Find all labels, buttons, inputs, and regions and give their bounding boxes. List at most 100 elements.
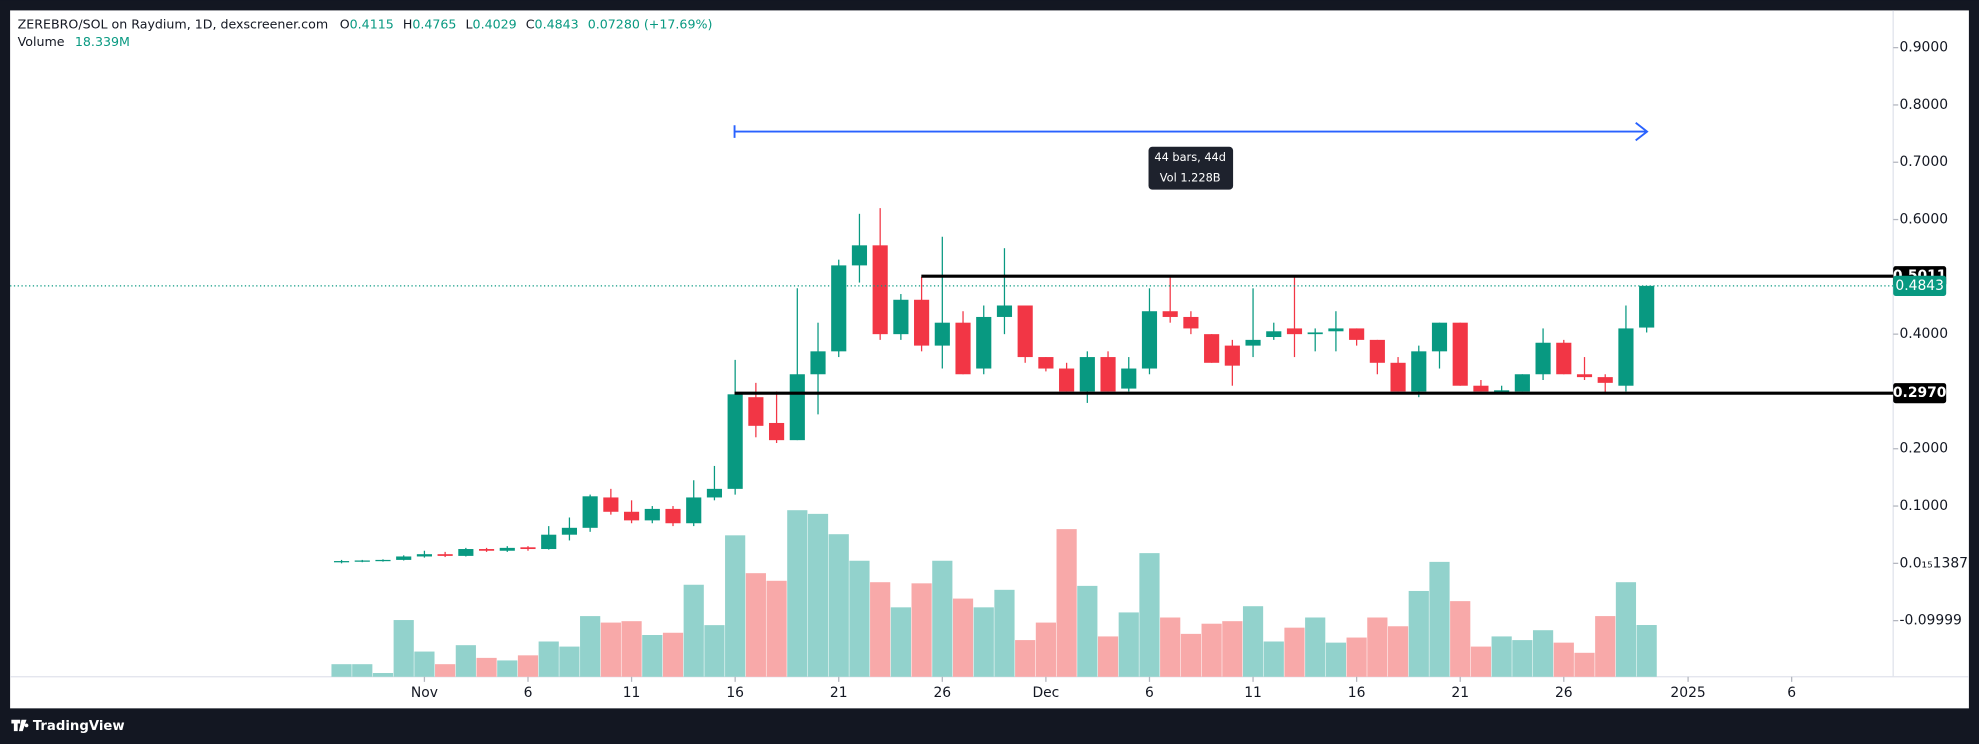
y-tick-label: 0.9000: [1899, 40, 1948, 56]
x-tick-label: 6: [524, 685, 533, 701]
x-tick-label: Dec: [1032, 685, 1059, 701]
candle-body: [624, 511, 640, 521]
volume-bar: [911, 583, 932, 677]
candle-body: [727, 394, 743, 489]
measure-tool: 44 bars, 44d Vol 1.228B: [733, 121, 1649, 190]
volume-bar: [476, 657, 497, 677]
volume-bar: [1056, 529, 1077, 677]
volume-bar: [973, 607, 994, 677]
volume-bar: [1553, 642, 1574, 677]
candle-body: [706, 488, 723, 498]
candle-body: [1369, 339, 1385, 363]
y-tick-label: 0.1000: [1899, 498, 1948, 514]
candle-body: [582, 496, 598, 528]
volume-bar: [952, 598, 974, 677]
candle-body: [810, 351, 826, 375]
volume-bar: [828, 534, 849, 677]
candle-body: [976, 316, 992, 369]
volume-bar: [1160, 617, 1181, 677]
candle-body: [1307, 332, 1323, 335]
candle-body: [872, 245, 888, 335]
candle-body: [541, 534, 557, 550]
candle-body: [789, 374, 805, 441]
candle-body: [665, 508, 681, 524]
candle-body: [1100, 357, 1116, 392]
x-tick-label: 6: [1787, 685, 1796, 701]
legend-row: ZEREBRO/SOL on Raydium, 1D, dexscreener.…: [18, 16, 713, 31]
candle-body: [955, 322, 971, 375]
volume-bar: [642, 635, 663, 677]
candle-body: [748, 397, 764, 426]
candle-body: [1183, 316, 1199, 329]
candle-body: [1017, 305, 1033, 358]
candle-body: [851, 245, 868, 266]
volume-title: Volume: [18, 33, 65, 48]
candle-body: [1059, 368, 1075, 392]
x-tick-label: 21: [1451, 685, 1469, 701]
measure-box: [1148, 146, 1234, 190]
level-label-box: [1893, 383, 1947, 404]
candle-body: [375, 559, 391, 562]
x-tick-label: 16: [726, 685, 744, 701]
volume-bar: [849, 560, 870, 677]
candle-body: [1079, 357, 1095, 392]
candle-body: [1224, 345, 1240, 366]
volume-bar: [1470, 646, 1492, 677]
volume-bar: [662, 632, 684, 677]
measure-arrowhead: [1635, 121, 1649, 142]
volume-bar: [932, 560, 953, 677]
candle-body: [416, 554, 432, 557]
candle-body: [1141, 311, 1158, 369]
volume-bar: [725, 535, 746, 677]
volume-bar: [1201, 623, 1222, 677]
candle-body: [1266, 331, 1282, 338]
candle-body: [437, 554, 453, 556]
x-tick-label: 11: [1244, 685, 1262, 701]
x-tick-label: 6: [1145, 685, 1154, 701]
ohlc-key: O: [340, 16, 350, 31]
candle-body: [561, 527, 578, 535]
candle-body: [1328, 328, 1344, 332]
y-tick-label: -0.09999: [1899, 613, 1961, 629]
volume-bar: [745, 573, 766, 677]
y-tick-label: 0.6000: [1899, 212, 1948, 228]
ohlc-value: 0.4029: [473, 16, 517, 31]
volume-bar: [1077, 585, 1098, 677]
volume-bar: [455, 645, 476, 677]
x-tick-label: 21: [830, 685, 848, 701]
candle-body: [478, 549, 495, 551]
candle-body: [1349, 328, 1365, 340]
x-tick-label: 2025: [1670, 685, 1705, 701]
volume-bar: [1595, 616, 1616, 677]
volume-bar: [1035, 622, 1056, 677]
volume-bar: [435, 664, 456, 677]
y-tick-label: 0.0₁₅1387: [1899, 555, 1968, 571]
volume-legend: Volume 18.339M: [18, 33, 130, 48]
volume-bar: [1450, 601, 1471, 677]
measure-text: 44 bars, 44d: [1154, 150, 1226, 164]
y-tick-label: 0.4000: [1899, 326, 1948, 342]
candle-body: [1286, 328, 1303, 335]
volume-bar: [538, 641, 559, 677]
ohlc-value: 0.4115: [350, 16, 394, 31]
last-price-label: 0.4843: [1895, 278, 1944, 294]
candle-body: [644, 508, 660, 521]
volume-bar: [1491, 636, 1512, 677]
volume-bar: [352, 664, 373, 677]
volume-bar: [1097, 636, 1119, 677]
candle-body: [1431, 322, 1448, 352]
ohlc-key: C: [526, 16, 535, 31]
candle-body: [354, 560, 370, 562]
volume-bar: [1305, 617, 1326, 677]
volume-bar: [1325, 642, 1347, 677]
volume-bar: [621, 621, 642, 677]
x-tick-label: 16: [1348, 685, 1366, 701]
candle-body: [520, 547, 536, 550]
candle-body: [1639, 285, 1655, 328]
y-tick-label: 0.2000: [1899, 441, 1948, 457]
candle-body: [996, 305, 1013, 317]
candle-body: [1162, 311, 1178, 317]
volume-bar: [870, 582, 891, 677]
